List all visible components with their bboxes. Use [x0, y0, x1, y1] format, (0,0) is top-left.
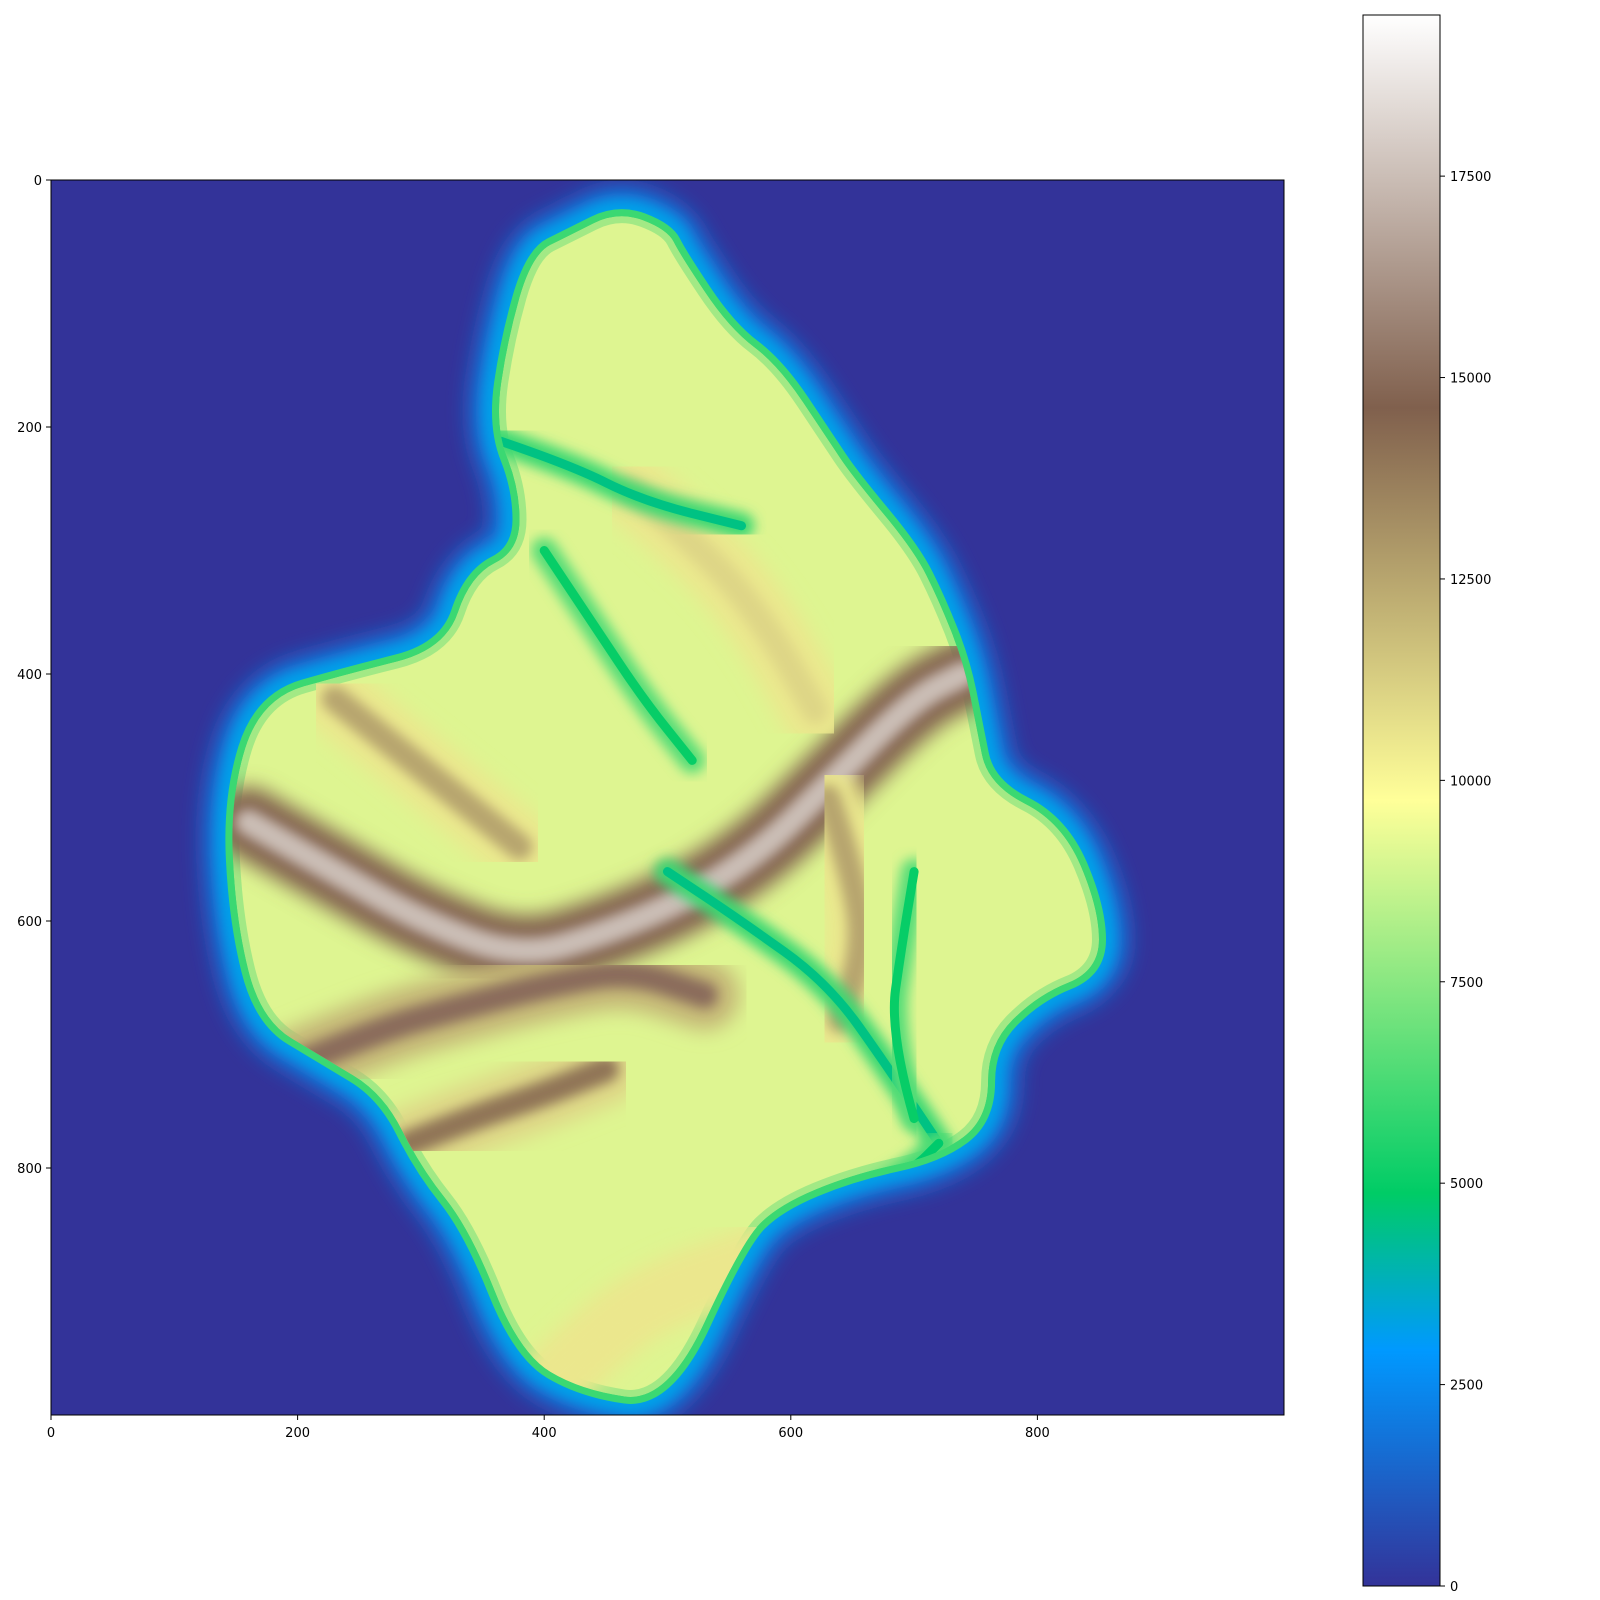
colorbar-tick-label: 12500	[1450, 573, 1491, 588]
x-tick-label: 0	[47, 1426, 55, 1441]
colorbar-tick-label: 15000	[1450, 372, 1491, 387]
x-tick-label: 800	[1025, 1426, 1050, 1441]
river-3	[539, 546, 697, 765]
colorbar: 0 2500 5000 7500 10000 12500 15000 17500	[1362, 14, 1491, 1595]
y-tick-label: 800	[17, 1162, 42, 1177]
colorbar-tick-label: 7500	[1450, 976, 1483, 991]
ridge-1	[272, 961, 718, 1083]
colorbar-tick-label: 17500	[1450, 170, 1491, 185]
ridge-0	[235, 661, 977, 964]
ridge-4	[321, 685, 533, 860]
ridge-5	[617, 475, 829, 724]
ridge-3	[814, 784, 874, 1033]
x-axis: 0 200 400 600 800	[47, 1415, 1050, 1441]
x-tick-label: 400	[532, 1426, 557, 1441]
plot-area	[50, 179, 1285, 1416]
plot-frame	[50, 179, 1285, 1416]
x-tick-label: 200	[285, 1426, 310, 1441]
x-tick-label: 600	[778, 1426, 803, 1441]
river-0	[490, 434, 746, 531]
colorbar-tick-label: 5000	[1450, 1177, 1483, 1192]
river-4	[889, 867, 919, 1124]
island-relief	[232, 216, 1099, 1397]
colorbar-tick-label: 10000	[1450, 774, 1491, 789]
y-tick-label: 400	[17, 668, 42, 683]
y-tick-label: 200	[17, 421, 42, 436]
island-heightmap	[202, 186, 1129, 1415]
ridge-2	[395, 1056, 619, 1157]
y-tick-label: 0	[34, 174, 42, 189]
colorbar-tick-label: 0	[1450, 1580, 1458, 1595]
colorbar-axis: 0 2500 5000 7500 10000 12500 15000 17500	[1440, 170, 1491, 1595]
colorbar-tick-label: 2500	[1450, 1379, 1483, 1394]
y-axis: 0 200 400 600 800	[17, 174, 51, 1177]
colorbar-gradient	[1362, 14, 1441, 1587]
y-tick-label: 600	[17, 915, 42, 930]
